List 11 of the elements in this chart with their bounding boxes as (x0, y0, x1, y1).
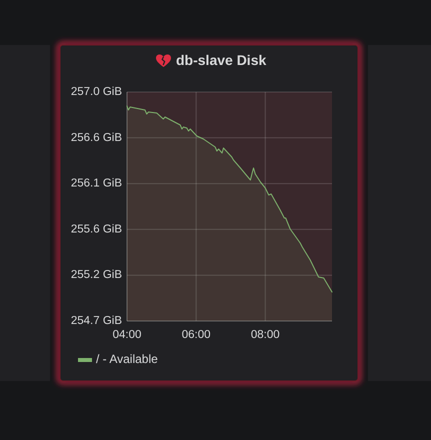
chart-title: db-slave Disk (176, 52, 266, 68)
x-tick-label: 04:00 (112, 329, 142, 342)
y-tick-label: 256.6 GiB (70, 132, 122, 144)
legend-label: / - Available (96, 352, 158, 366)
y-tick-label: 256.1 GiB (70, 178, 122, 190)
y-tick-label: 255.2 GiB (70, 269, 122, 282)
y-tick-label: 254.7 GiB (70, 315, 122, 328)
x-tick-label: 06:00 (182, 329, 211, 342)
y-tick-label: 255.6 GiB (70, 223, 122, 236)
x-tick-label: 08:00 (250, 329, 280, 342)
y-tick-label: 257.0 GiB (70, 86, 122, 98)
